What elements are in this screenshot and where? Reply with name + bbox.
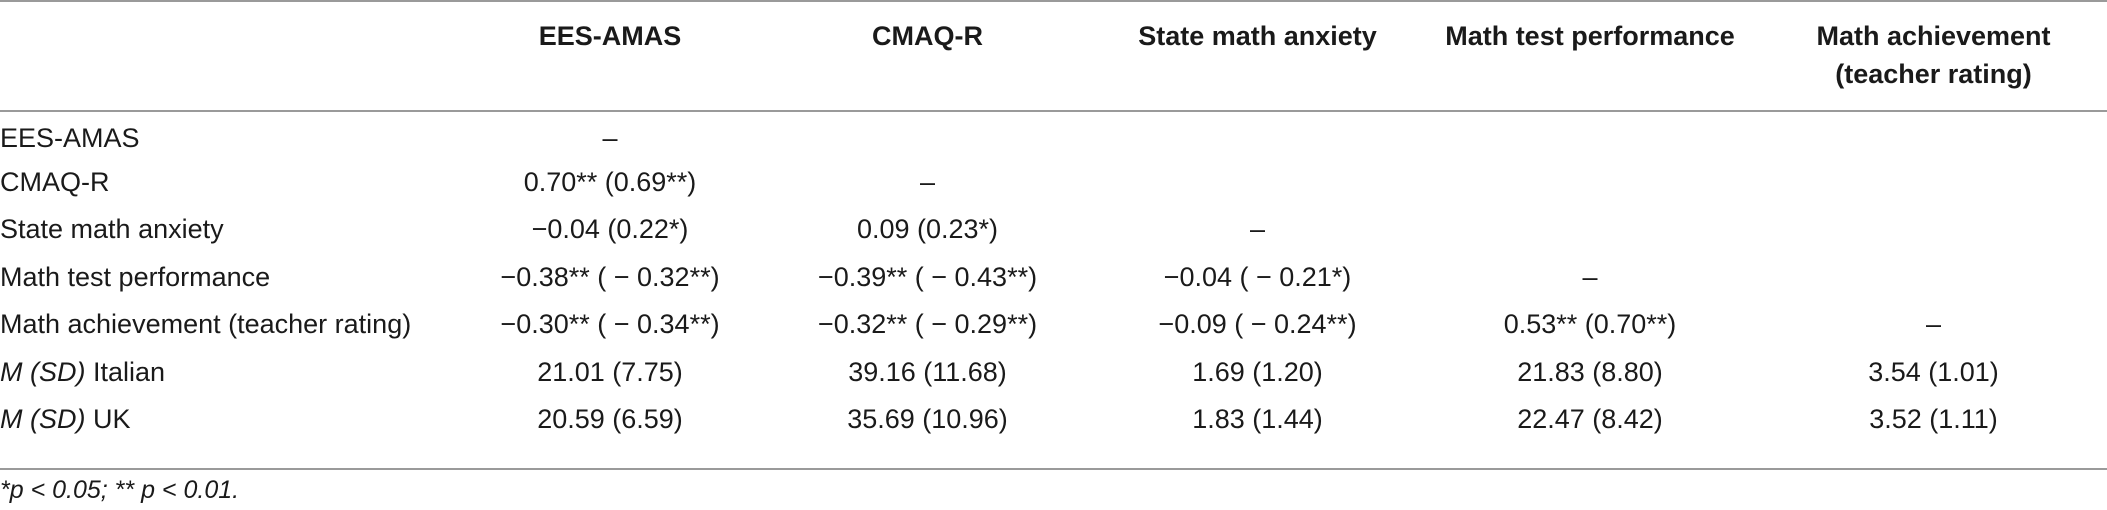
table-row: State math anxiety −0.04 (0.22*) 0.09 (0… [0,206,2107,254]
row-label-prefix: M (SD) [0,356,86,387]
table-row: CMAQ-R 0.70** (0.69**) – [0,159,2107,207]
table-cell [1095,111,1420,159]
table-cell: – [1249,214,1266,245]
row-label-group: Italian [93,356,166,387]
table-cell: 0.09 (0.23*) [856,214,999,245]
table-row: M (SD) Italian 21.01 (7.75) 39.16 (11.68… [0,349,2107,397]
row-label: EES-AMAS [0,122,140,153]
table-cell: −0.04 (0.22*) [531,214,689,245]
table-cell [1760,111,2107,159]
table-cell: 35.69 (10.96) [847,404,1008,435]
table-cell [1760,159,2107,207]
table-row: EES-AMAS – [0,111,2107,159]
table-cell: 22.47 (8.42) [1517,404,1663,435]
row-label: Math achievement (teacher rating) [0,309,412,340]
table-cell: – [1925,309,1942,340]
table-row: Math test performance −0.38** ( − 0.32**… [0,254,2107,302]
table-cell [760,111,1095,159]
table-cell: −0.39** ( − 0.43**) [817,261,1038,292]
table-cell: −0.32** ( − 0.29**) [817,309,1038,340]
row-label: M (SD) UK [0,396,460,444]
table-cell: 0.53** (0.70**) [1503,309,1677,340]
table-cell: – [919,166,936,197]
table-top-rule [0,0,2107,2]
header-math-achievement: Math achievement (teacher rating) [1816,21,2051,89]
table-cell: – [1582,261,1598,292]
table-cell [1760,206,2107,254]
table-cell: 21.83 (8.80) [1517,356,1663,387]
row-label: M (SD) Italian [0,349,460,397]
table-cell: −0.04 ( − 0.21*) [1163,261,1352,292]
table-cell [1420,159,1760,207]
row-label: Math test performance [0,261,271,292]
header-math-test-performance: Math test performance [1445,21,1735,51]
header-cmaq-r: CMAQ-R [872,21,983,51]
table-cell: 3.52 (1.11) [1869,404,1998,435]
table-cell: – [602,122,618,153]
row-label: CMAQ-R [0,166,110,197]
correlation-table: EES-AMAS CMAQ-R State math anxiety Math … [0,0,2107,444]
table-bottom-rule [0,468,2107,470]
table-cell: 21.01 (7.75) [537,356,683,387]
table-cell: 20.59 (6.59) [537,404,683,435]
table-cell: 1.69 (1.20) [1192,356,1323,387]
table-cell: −0.38** ( − 0.32**) [500,261,720,292]
table-footnote: *p < 0.05; ** p < 0.01. [0,476,240,504]
table-cell: −0.09 ( − 0.24**) [1158,309,1357,340]
row-label: State math anxiety [0,214,224,245]
table-cell: 39.16 (11.68) [848,356,1007,387]
header-state-math-anxiety: State math anxiety [1138,21,1377,51]
table-cell: 0.70** (0.69**) [523,166,697,197]
row-label-group: UK [93,404,131,435]
table-cell: −0.30** ( − 0.34**) [500,309,720,340]
header-ees-amas: EES-AMAS [538,21,682,51]
table-row: M (SD) UK 20.59 (6.59) 35.69 (10.96) 1.8… [0,396,2107,444]
table-cell: 3.54 (1.01) [1868,356,1999,387]
header-row: EES-AMAS CMAQ-R State math anxiety Math … [0,0,2107,111]
table-cell [1420,111,1760,159]
table-cell [1420,206,1760,254]
header-stub [0,0,460,111]
table-row: Math achievement (teacher rating) −0.30*… [0,301,2107,349]
table-cell [1095,159,1420,207]
table-cell: 1.83 (1.44) [1192,404,1323,435]
table-header-rule [0,110,2107,112]
table-cell [1760,254,2107,302]
row-label-prefix: M (SD) [0,404,86,435]
